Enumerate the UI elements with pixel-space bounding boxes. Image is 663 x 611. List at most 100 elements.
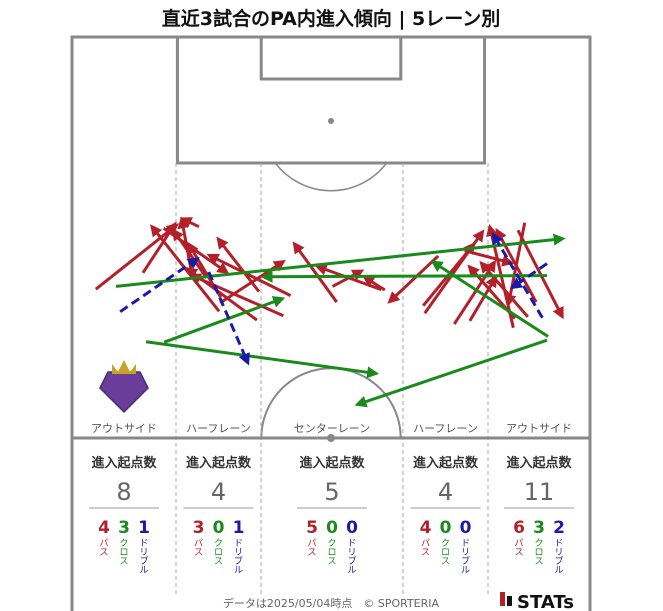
- count-value: 0: [213, 518, 225, 538]
- arrow-cross: [260, 270, 548, 283]
- count-label-char: ス: [534, 557, 543, 567]
- lane-total: 8: [116, 478, 131, 506]
- count-label-char: ル: [554, 566, 563, 576]
- arrow-pass: [504, 222, 527, 307]
- arrow-dribble: [207, 271, 250, 366]
- lane-header: 進入起点数: [413, 455, 479, 471]
- pitch-outline: [70, 35, 592, 440]
- arrow-pass: [479, 260, 529, 318]
- brand-logo: STATs: [500, 592, 574, 611]
- count-label-char: ロ: [214, 548, 223, 558]
- penalty-area: [175, 37, 487, 165]
- footer-note: データは2025/05/04時点 © SPORTERIA: [223, 596, 440, 610]
- lane-label: ハーフレーン: [186, 422, 251, 435]
- count-label-char: ス: [307, 548, 316, 558]
- count-label-char: ス: [214, 557, 223, 567]
- lane-total: 4: [438, 478, 453, 506]
- count-value: 6: [513, 518, 525, 538]
- count-label-char: パ: [421, 538, 430, 549]
- lane-header: 進入起点数: [506, 455, 572, 471]
- count-label-char: ロ: [119, 548, 128, 558]
- count-label-char: ス: [99, 548, 108, 558]
- arrow-cross: [354, 338, 548, 408]
- count-label-char: ド: [139, 539, 148, 549]
- count-label-char: ク: [119, 538, 128, 549]
- arrow-layer: [94, 216, 566, 408]
- count-value: 5: [306, 518, 318, 538]
- lane-label: センターレーン: [294, 422, 370, 435]
- count-label-char: ス: [327, 557, 336, 567]
- count-label-char: ロ: [327, 548, 336, 558]
- lane-total: 5: [324, 478, 339, 506]
- count-label-char: ブ: [347, 555, 356, 567]
- arrow-pass: [468, 274, 498, 322]
- count-label-char: ク: [534, 538, 543, 549]
- brand-bar-icon: [507, 596, 512, 606]
- count-label-char: ス: [119, 557, 128, 567]
- penalty-spot: [328, 118, 334, 125]
- count-label-char: ド: [461, 539, 470, 549]
- count-value: 4: [98, 518, 110, 538]
- count-label-char: ス: [194, 548, 203, 558]
- arrow-pass: [292, 241, 338, 303]
- count-value: 0: [460, 518, 472, 538]
- arrow-cross: [163, 296, 286, 344]
- lane-total: 11: [524, 478, 555, 506]
- arrow-cross: [115, 233, 566, 288]
- count-value: 2: [553, 518, 565, 538]
- count-label-char: ク: [327, 538, 336, 549]
- brand-name: STATs: [517, 592, 574, 611]
- arrow-pass: [387, 254, 440, 304]
- arrow-dribble: [119, 257, 200, 313]
- count-label-char: ブ: [234, 555, 243, 567]
- arrow-pass: [423, 229, 485, 315]
- count-label-char: リ: [461, 548, 470, 558]
- count-label-char: ロ: [441, 548, 450, 558]
- count-label-char: ブ: [139, 555, 148, 567]
- count-label-char: パ: [307, 538, 316, 549]
- chart-title: 直近3試合のPA内進入傾向 | 5レーン別: [162, 7, 501, 30]
- count-label-char: ブ: [461, 555, 470, 567]
- count-value: 3: [533, 518, 545, 538]
- lane-label: ハーフレーン: [413, 422, 478, 435]
- goal-area: [259, 37, 403, 81]
- arrow-pass: [362, 275, 386, 292]
- lane-header: 進入起点数: [91, 455, 157, 471]
- arrow-pass: [206, 253, 292, 297]
- arrow-pass: [179, 217, 200, 229]
- lane-total: 4: [211, 478, 226, 506]
- arrow-pass: [94, 223, 179, 291]
- brand-bar-icon: [500, 592, 505, 606]
- arrow-cross: [430, 260, 549, 338]
- lane-header: 進入起点数: [186, 455, 252, 471]
- count-label-char: ル: [347, 566, 356, 576]
- penalty-arc: [274, 162, 388, 192]
- arrow-pass: [188, 273, 284, 318]
- arrow-pass: [516, 229, 564, 320]
- count-label-char: ル: [139, 566, 148, 576]
- count-label-char: ロ: [534, 548, 543, 558]
- lane-label: アウトサイド: [91, 422, 157, 435]
- team-crest-icon: [99, 360, 149, 414]
- count-label-char: リ: [139, 548, 148, 558]
- count-label-char: リ: [347, 548, 356, 558]
- count-label-char: ル: [461, 566, 470, 576]
- count-value: 0: [440, 518, 452, 538]
- count-label-char: パ: [99, 538, 108, 549]
- count-label-char: リ: [554, 548, 563, 558]
- arrow-dribble: [491, 231, 544, 319]
- count-label-char: ル: [234, 566, 243, 576]
- count-value: 3: [118, 518, 130, 538]
- arrow-pass: [162, 227, 230, 275]
- crest-crown: [112, 360, 136, 374]
- count-label-char: ク: [441, 538, 450, 549]
- count-value: 3: [193, 518, 205, 538]
- count-value: 0: [346, 518, 358, 538]
- arrow-pass: [464, 249, 515, 267]
- count-label-char: ス: [421, 548, 430, 558]
- crest-shield: [99, 371, 149, 414]
- count-label-char: ド: [234, 539, 243, 549]
- count-label-char: ブ: [554, 555, 563, 567]
- count-label-char: リ: [234, 548, 243, 558]
